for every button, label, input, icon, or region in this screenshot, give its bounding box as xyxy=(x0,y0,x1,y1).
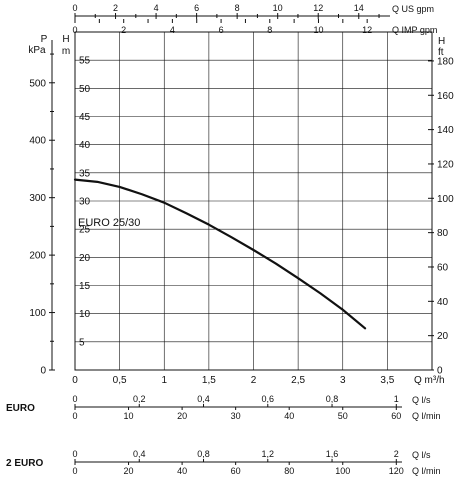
us-gpm-unit: Q US gpm xyxy=(392,4,434,14)
imp-gpm-tick-label: 12 xyxy=(362,25,372,35)
x-tick-label: 1 xyxy=(161,375,167,386)
euro2-ls-unit: Q l/s xyxy=(412,450,431,460)
x-tick-label: 1,5 xyxy=(202,375,216,386)
euro2-ls-tick-label: 0,8 xyxy=(197,449,210,459)
euro2-lmin-tick-label: 20 xyxy=(124,466,134,476)
euro2-lmin-tick-label: 80 xyxy=(284,466,294,476)
us-gpm-tick-label: 4 xyxy=(154,3,159,13)
euro-ls-tick-label: 0,4 xyxy=(197,394,210,404)
m-axis-title-h: H xyxy=(62,34,69,45)
ft-tick-label: 0 xyxy=(437,366,443,377)
y-tick-label-m: 35 xyxy=(79,168,91,179)
y-tick-label-m: 15 xyxy=(79,281,91,292)
euro2-lmin-unit: Q l/min xyxy=(412,466,441,476)
euro2-lmin-tick-label: 40 xyxy=(177,466,187,476)
x-tick-label: 2 xyxy=(251,375,257,386)
y-tick-label-m: 10 xyxy=(79,309,91,320)
euro2-lmin-tick-label: 100 xyxy=(335,466,350,476)
us-gpm-tick-label: 0 xyxy=(72,3,77,13)
kpa-tick-label: 500 xyxy=(29,78,46,89)
ft-tick-label: 160 xyxy=(437,91,454,102)
imp-gpm-tick-label: 2 xyxy=(121,25,126,35)
series-label: EURO 25/30 xyxy=(78,217,140,229)
y-tick-label-m: 5 xyxy=(79,337,85,348)
x-tick-label: 0 xyxy=(72,375,78,386)
euro-lmin-tick-label: 60 xyxy=(391,411,401,421)
euro2-ls-tick-label: 1,6 xyxy=(326,449,339,459)
y-tick-label-m: 20 xyxy=(79,253,91,264)
y-tick-label-m: 30 xyxy=(79,197,91,208)
euro2-lmin-tick-label: 60 xyxy=(231,466,241,476)
ft-axis-unit: ft xyxy=(438,47,444,58)
us-gpm-tick-label: 8 xyxy=(235,3,240,13)
y-tick-label-m: 50 xyxy=(79,84,91,95)
euro-lmin-tick-label: 50 xyxy=(338,411,348,421)
us-gpm-tick-label: 6 xyxy=(194,3,199,13)
x-tick-label: 2,5 xyxy=(291,375,305,386)
euro-lmin-tick-label: 30 xyxy=(231,411,241,421)
euro-lmin-unit: Q l/min xyxy=(412,411,441,421)
ft-tick-label: 140 xyxy=(437,125,454,136)
euro2-ls-tick-label: 0,4 xyxy=(133,449,146,459)
y-tick-label-m: 45 xyxy=(79,112,91,123)
ft-tick-label: 20 xyxy=(437,331,449,342)
imp-gpm-unit: Q IMP gpm xyxy=(392,25,437,35)
euro-ls-tick-label: 0,6 xyxy=(262,394,275,404)
kpa-tick-label: 200 xyxy=(29,251,46,262)
ft-tick-label: 40 xyxy=(437,297,449,308)
euro2-ls-tick-label: 2 xyxy=(394,449,399,459)
euro2-ls-tick-label: 1,2 xyxy=(262,449,275,459)
kpa-tick-label: 100 xyxy=(29,308,46,319)
ft-tick-label: 100 xyxy=(437,194,454,205)
euro-lmin-tick-label: 0 xyxy=(72,411,77,421)
y-tick-label-m: 25 xyxy=(79,225,91,236)
kpa-tick-label: 400 xyxy=(29,136,46,147)
euro2-lmin-tick-label: 120 xyxy=(389,466,404,476)
euro-ls-tick-label: 1 xyxy=(394,394,399,404)
imp-gpm-tick-label: 6 xyxy=(219,25,224,35)
kpa-tick-label: 300 xyxy=(29,193,46,204)
euro-ls-unit: Q l/s xyxy=(412,395,431,405)
ft-tick-label: 80 xyxy=(437,228,449,239)
imp-gpm-tick-label: 0 xyxy=(72,25,77,35)
imp-gpm-tick-label: 10 xyxy=(313,25,323,35)
euro2-label: 2 EURO xyxy=(6,458,43,469)
kpa-axis-title-p: P xyxy=(41,34,48,45)
ft-tick-label: 120 xyxy=(437,159,454,170)
x-tick-label: 0,5 xyxy=(113,375,127,386)
y-tick-label-m: 55 xyxy=(79,56,91,67)
y-tick-label-m: 40 xyxy=(79,140,91,151)
us-gpm-tick-label: 14 xyxy=(354,3,364,13)
ft-tick-label: 180 xyxy=(437,56,454,67)
euro-ls-tick-label: 0,8 xyxy=(326,394,339,404)
ft-axis-title-h: H xyxy=(438,36,445,47)
m-axis-unit: m xyxy=(62,46,70,57)
euro-ls-tick-label: 0 xyxy=(72,394,77,404)
imp-gpm-tick-label: 4 xyxy=(170,25,175,35)
euro2-ls-tick-label: 0 xyxy=(72,449,77,459)
kpa-axis-unit: kPa xyxy=(28,45,46,56)
x-axis-unit: Q m³/h xyxy=(414,375,445,386)
euro-lmin-tick-label: 40 xyxy=(284,411,294,421)
x-tick-label: 3 xyxy=(340,375,346,386)
x-tick-label: 3,5 xyxy=(380,375,394,386)
euro-lmin-tick-label: 20 xyxy=(177,411,187,421)
euro-lmin-tick-label: 10 xyxy=(124,411,134,421)
us-gpm-tick-label: 10 xyxy=(273,3,283,13)
imp-gpm-tick-label: 8 xyxy=(267,25,272,35)
us-gpm-tick-label: 12 xyxy=(313,3,323,13)
ft-tick-label: 60 xyxy=(437,262,449,273)
euro2-lmin-tick-label: 0 xyxy=(72,466,77,476)
kpa-tick-label: 0 xyxy=(40,366,46,377)
performance-curve xyxy=(73,178,367,330)
euro-ls-tick-label: 0,2 xyxy=(133,394,146,404)
us-gpm-tick-label: 2 xyxy=(113,3,118,13)
euro-label: EURO xyxy=(6,403,35,414)
